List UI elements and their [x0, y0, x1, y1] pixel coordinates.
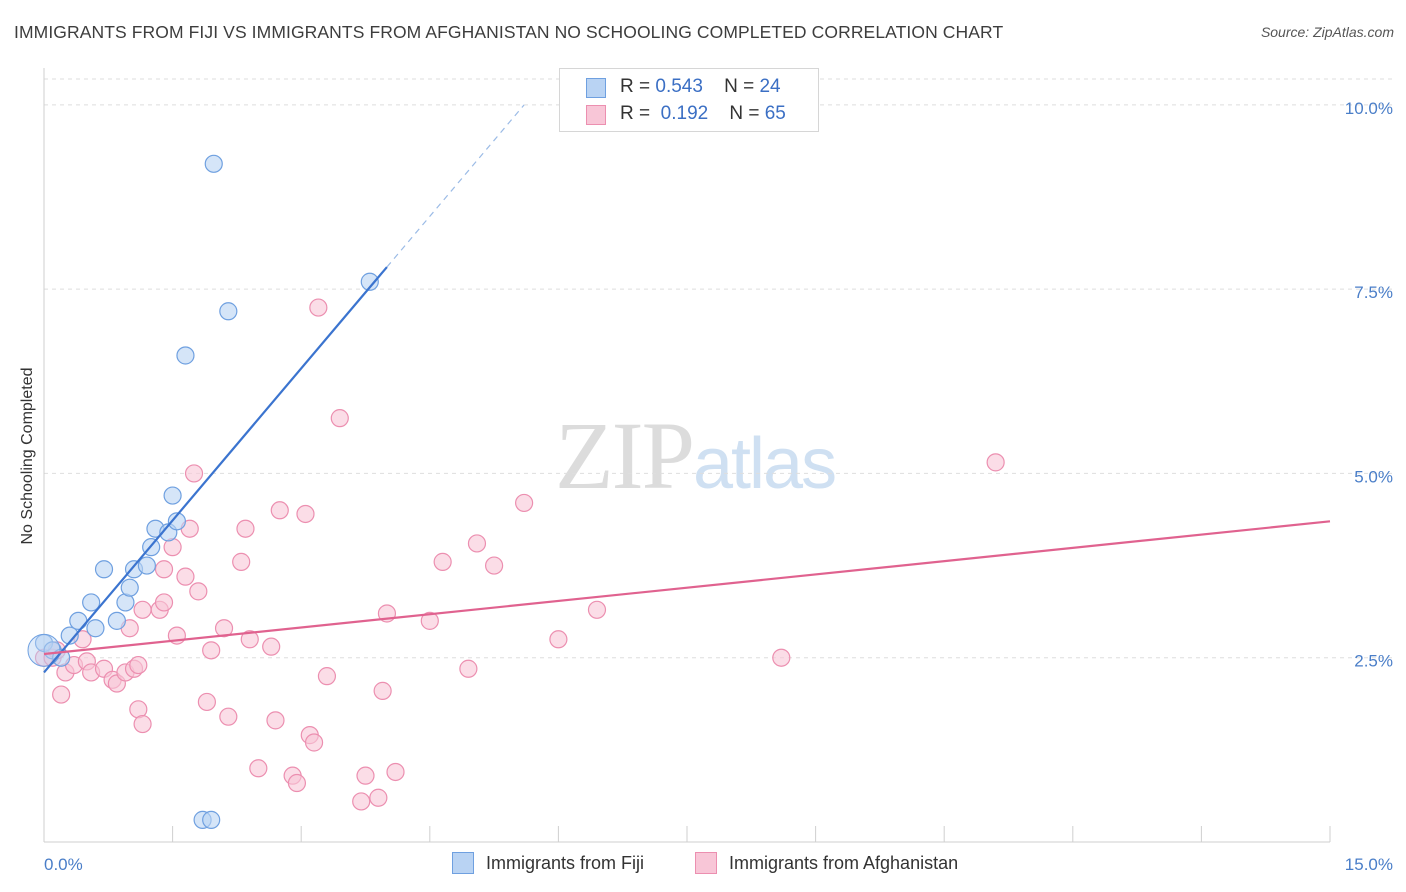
fiji-point [86, 619, 105, 638]
afghanistan-point [202, 641, 221, 660]
gridlines [44, 78, 1392, 659]
fiji-trend-extension [386, 104, 525, 268]
legend-item-afghanistan: Immigrants from Afghanistan [695, 852, 958, 874]
afghanistan-point [189, 582, 208, 601]
r-label: R = [620, 103, 651, 124]
trend-lines [43, 104, 1331, 674]
afghanistan-swatch-icon [586, 105, 606, 125]
axes [43, 68, 1331, 843]
fiji-point [107, 611, 126, 630]
stats-text-fiji: R = 0.543 N = 24 [620, 76, 781, 98]
fiji-point [176, 346, 195, 365]
afghanistan-point [352, 792, 371, 811]
x-tick-label: 15.0% [1345, 855, 1393, 874]
afghanistan-point [373, 681, 392, 700]
afghanistan-point [369, 788, 388, 807]
source-credit: Source: ZipAtlas.com [1260, 24, 1394, 40]
afghanistan-point [485, 556, 504, 575]
afghanistan-point [304, 733, 324, 752]
afghanistan-point [317, 667, 337, 686]
fiji-point [204, 154, 223, 173]
afghanistan-point [236, 519, 255, 538]
afghanistan-point [420, 611, 439, 630]
afghanistan-point [459, 659, 478, 678]
fiji-point [120, 578, 139, 597]
afghanistan-legend-swatch-icon [695, 852, 717, 874]
fiji-point [60, 626, 79, 645]
afghanistan-point [549, 630, 568, 649]
afghanistan-point [296, 504, 315, 524]
fiji-point [202, 810, 221, 829]
afghanistan-point [356, 766, 375, 785]
afghanistan-point [52, 685, 71, 704]
fiji-point [69, 611, 88, 630]
y-tick-label: 10.0% [1345, 99, 1393, 118]
y-tick-label: 5.0% [1354, 467, 1393, 486]
afghanistan-point [133, 714, 152, 734]
legend-label-afghanistan: Immigrants from Afghanistan [729, 852, 959, 873]
fiji-legend-swatch-icon [452, 852, 474, 874]
fiji-point [82, 593, 101, 612]
afghanistan-point [309, 298, 328, 317]
watermark-atlas: atlas [693, 424, 837, 504]
legend-label-fiji: Immigrants from Fiji [486, 852, 645, 873]
afghanistan-trend-line [43, 520, 1331, 656]
afghanistan-point [386, 762, 405, 782]
r-label: R = [620, 76, 651, 97]
tick-labels: 2.5% 5.0% 7.5% 10.0% 0.0% 15.0% [44, 99, 1393, 874]
r-value: 0.543 [655, 76, 703, 97]
stats-text-afghanistan: R = 0.192 N = 65 [620, 103, 786, 125]
afghanistan-point [262, 637, 281, 656]
afghanistan-point [986, 453, 1005, 472]
afghanistan-point [515, 493, 534, 513]
afghanistan-point [330, 409, 349, 428]
fiji-point [94, 560, 114, 579]
afghanistan-point [133, 600, 152, 619]
watermark: ZIPatlas [555, 400, 837, 511]
stats-legend: R = 0.543 N = 24 R = 0.192 N = 65 [559, 68, 819, 132]
fiji-point [137, 556, 156, 575]
n-value: 24 [759, 76, 781, 97]
fiji-trend-line [43, 266, 388, 674]
afghanistan-point [232, 552, 251, 571]
afghanistan-point [287, 773, 307, 793]
y-tick-label: 7.5% [1354, 283, 1393, 302]
fiji-point [219, 302, 238, 321]
afghanistan-point [772, 648, 791, 667]
x-tick-label: 0.0% [44, 855, 83, 874]
fiji-point [360, 272, 379, 291]
fiji-swatch-icon [586, 78, 606, 98]
afghanistan-point [270, 501, 289, 520]
watermark-zip: ZIP [555, 402, 695, 509]
n-value: 65 [764, 103, 786, 124]
chart-title: IMMIGRANTS FROM FIJI VS IMMIGRANTS FROM … [14, 22, 1004, 42]
afghanistan-point [176, 567, 195, 586]
afghanistan-point [433, 552, 452, 571]
afghanistan-point [219, 707, 238, 726]
n-label: N = [724, 76, 755, 97]
series-legend: Immigrants from Fiji Immigrants from Afg… [0, 852, 1406, 876]
fiji-point-cluster [27, 633, 61, 667]
afghanistan-point [587, 600, 607, 619]
afghanistan-point [154, 593, 174, 612]
afghanistan-point [467, 534, 487, 553]
legend-item-fiji: Immigrants from Fiji [452, 852, 644, 874]
y-tick-label: 2.5% [1354, 652, 1393, 671]
n-label: N = [729, 103, 760, 124]
afghanistan-point [214, 619, 234, 638]
fiji-point [163, 486, 182, 505]
afghanistan-point [240, 630, 259, 649]
afghanistan-point [184, 464, 204, 483]
afghanistan-point [154, 560, 174, 579]
r-value: 0.192 [660, 103, 709, 124]
fiji-point [167, 512, 186, 531]
afghanistan-point [266, 711, 285, 730]
data-points [27, 154, 1005, 829]
afghanistan-point [197, 692, 216, 712]
afghanistan-point [249, 759, 268, 778]
afghanistan-point [129, 655, 148, 675]
